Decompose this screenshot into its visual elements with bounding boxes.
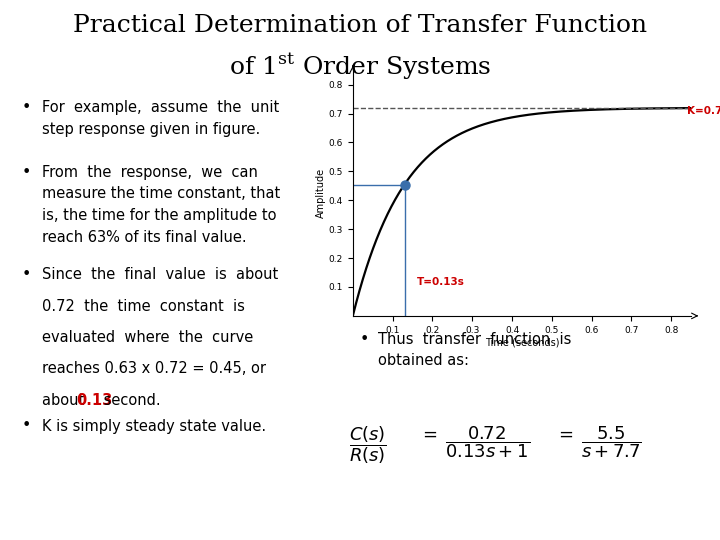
X-axis label: Time (seconds): Time (seconds) [485,338,559,347]
Text: For  example,  assume  the  unit
step response given in figure.: For example, assume the unit step respon… [42,100,279,137]
Text: Thus  transfer  function  is
obtained as:: Thus transfer function is obtained as: [378,332,572,368]
Text: $\dfrac{5.5}{s+7.7}$: $\dfrac{5.5}{s+7.7}$ [580,424,642,460]
Text: •: • [360,332,369,347]
Text: $\dfrac{C(s)}{R(s)}$: $\dfrac{C(s)}{R(s)}$ [349,424,387,467]
Text: evaluated  where  the  curve: evaluated where the curve [42,330,253,345]
Text: reaches 0.63 x 0.72 = 0.45, or: reaches 0.63 x 0.72 = 0.45, or [42,361,266,376]
Y-axis label: Amplitude: Amplitude [316,168,326,218]
Text: 0.13: 0.13 [76,393,112,408]
Text: •: • [22,267,31,282]
Text: K is simply steady state value.: K is simply steady state value. [42,418,266,434]
Text: T=0.13s: T=0.13s [416,277,464,287]
Text: $=$: $=$ [419,424,438,443]
Text: Since  the  final  value  is  about: Since the final value is about [42,267,278,282]
Text: Practical Determination of Transfer Function: Practical Determination of Transfer Func… [73,14,647,37]
Text: From  the  response,  we  can
measure the time constant, that
is, the time for t: From the response, we can measure the ti… [42,165,280,245]
Text: 0.72  the  time  constant  is: 0.72 the time constant is [42,299,245,314]
Text: •: • [22,418,31,434]
Text: $=$: $=$ [555,424,574,443]
Text: •: • [22,100,31,115]
Text: •: • [22,165,31,180]
Text: $\dfrac{0.72}{0.13s+1}$: $\dfrac{0.72}{0.13s+1}$ [445,424,530,460]
Text: second.: second. [99,393,161,408]
Text: of 1$^\mathregular{st}$ Order Systems: of 1$^\mathregular{st}$ Order Systems [229,51,491,82]
Text: K=0.72: K=0.72 [687,106,720,116]
Text: about: about [42,393,89,408]
